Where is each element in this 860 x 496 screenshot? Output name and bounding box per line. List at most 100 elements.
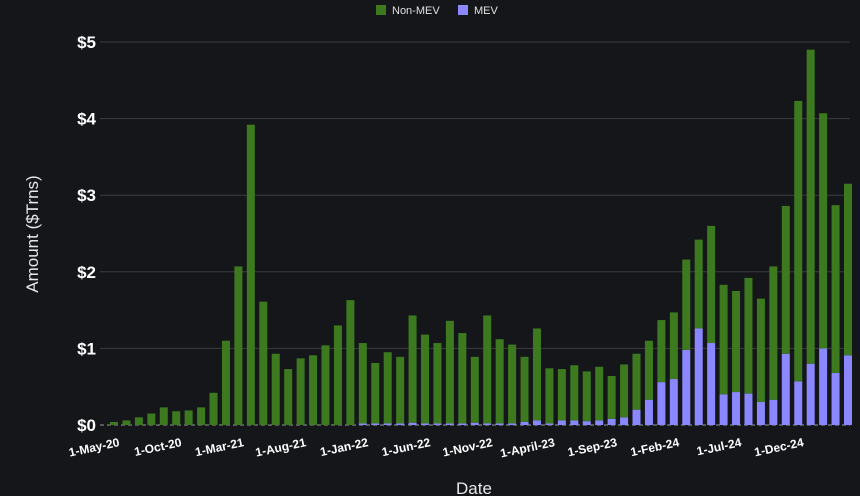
x-tick-label: 1-Jul-24 [695,435,743,458]
bar-non-mev-Aug-22 [445,320,454,424]
legend-swatch-mev [458,5,468,15]
bar-mev-Oct-22 [470,422,479,425]
bar-mev-Apr-22 [396,423,405,425]
bar-non-mev-Apr-24 [694,239,703,329]
bar-mev-Mar-24 [682,349,691,425]
y-axis-label: Amount ($Trns) [23,175,42,292]
bar-non-mev-Oct-24 [769,266,778,400]
y-tick-label: $2 [77,263,96,282]
bar-mev-Feb-22 [371,423,380,425]
bar-mev-May-23 [557,420,566,425]
bar-non-mev-Jun-24 [719,284,728,395]
bar-mev-Feb-25 [819,348,828,425]
bar-non-mev-Aug-24 [744,277,753,394]
bar-non-mev-Jul-24 [732,290,741,393]
bar-mev-Sep-23 [607,418,616,425]
bar-mev-Jan-23 [508,423,517,425]
bar-non-mev-Feb-25 [819,113,828,349]
bar-non-mev-May-24 [707,225,716,344]
bar-non-mev-Apr-25 [844,183,852,356]
y-tick-label: $1 [77,339,96,358]
bar-mev-Aug-23 [595,420,604,425]
bar-non-mev-Dec-21 [346,300,355,425]
y-tick-label: $5 [77,33,96,52]
bar-mev-Jan-25 [806,363,815,425]
bar-mev-Aug-24 [744,393,753,425]
bar-mev-Mar-23 [532,420,541,425]
bar-non-mev-May-22 [408,315,417,423]
bar-mev-Oct-23 [620,417,629,425]
bar-mev-Jun-22 [421,423,430,425]
bar-non-mev-Dec-22 [495,339,504,424]
bar-non-mev-Jul-23 [582,371,591,422]
bar-mev-Sep-22 [458,423,467,425]
bar-mev-May-22 [408,422,417,425]
legend: Non-MEV MEV [376,5,499,17]
bar-non-mev-Apr-21 [246,124,255,425]
bar-non-mev-Apr-22 [396,356,405,424]
bar-non-mev-Jan-23 [508,344,517,424]
bar-non-mev-Nov-24 [781,205,790,354]
x-tick-label: 1-April-23 [499,435,556,460]
bar-mev-Sep-24 [756,402,765,425]
bar-non-mev-Oct-20 [172,411,181,425]
x-tick-label: 1-Aug-21 [254,435,307,459]
x-tick-label: 1-Oct-20 [133,435,183,459]
bar-non-mev-Jun-22 [421,334,430,424]
bar-non-mev-Mar-23 [532,328,541,421]
bar-non-mev-Jan-22 [358,343,367,424]
bar-non-mev-Sep-23 [607,375,616,419]
bar-mev-Apr-25 [844,355,852,425]
bar-mev-Jun-24 [719,394,728,425]
x-tick-label: 1-Sep-23 [566,435,618,459]
y-tick-label: $4 [77,110,96,129]
bar-non-mev-Sep-24 [756,298,765,403]
bar-non-mev-Mar-21 [234,266,243,425]
bar-non-mev-Feb-23 [520,356,529,422]
bar-non-mev-Jun-20 [122,420,131,425]
bar-non-mev-Aug-20 [147,413,156,425]
bar-non-mev-Mar-22 [383,352,392,424]
bar-mev-Nov-22 [483,423,492,425]
bar-mev-Jul-22 [433,423,442,425]
bar-non-mev-Jan-24 [657,320,666,383]
bar-non-mev-Nov-23 [632,353,641,410]
bar-non-mev-Feb-21 [221,340,230,425]
bar-non-mev-Sep-20 [159,407,168,425]
bar-non-mev-Jan-25 [806,49,815,364]
x-tick-label: 1-Mar-21 [194,435,246,459]
bar-mev-Jan-22 [358,423,367,425]
bar-non-mev-Apr-23 [545,368,554,424]
legend-label-non-mev: Non-MEV [392,5,440,17]
bar-non-mev-Jun-21 [271,353,280,425]
bar-non-mev-Sep-22 [458,333,467,424]
bar-mev-Jul-23 [582,421,591,425]
legend-label-mev: MEV [474,5,499,17]
x-axis-label: Date [456,479,492,496]
bar-non-mev-May-20 [110,421,118,425]
bar-non-mev-Jul-22 [433,343,442,424]
bar-non-mev-Jul-20 [134,417,143,425]
x-tick-label: 1-Dec-24 [753,435,805,459]
bar-non-mev-Oct-21 [321,345,330,425]
bar-mev-Oct-24 [769,399,778,425]
bar-non-mev-Feb-24 [669,312,678,380]
bar-non-mev-May-21 [259,301,268,425]
bar-non-mev-Aug-21 [296,358,305,425]
bar-non-mev-Dec-20 [197,407,206,425]
bar-mev-Aug-22 [445,423,454,425]
x-tick-label: 1-Feb-24 [629,435,680,459]
bar-non-mev-Nov-20 [184,410,193,425]
bar-non-mev-Mar-24 [682,259,691,350]
bar-non-mev-Oct-22 [470,356,479,423]
bar-mev-Mar-25 [831,372,840,425]
bar-non-mev-Oct-23 [620,364,629,418]
bar-non-mev-Dec-24 [794,100,803,382]
bar-mev-Jan-24 [657,382,666,425]
bar-non-mev-Sep-21 [309,355,318,425]
bar-mev-Jul-24 [732,392,741,425]
bar-mev-Dec-23 [644,399,653,425]
bar-mev-Jun-23 [570,420,579,425]
y-tick-label: $0 [77,416,96,435]
